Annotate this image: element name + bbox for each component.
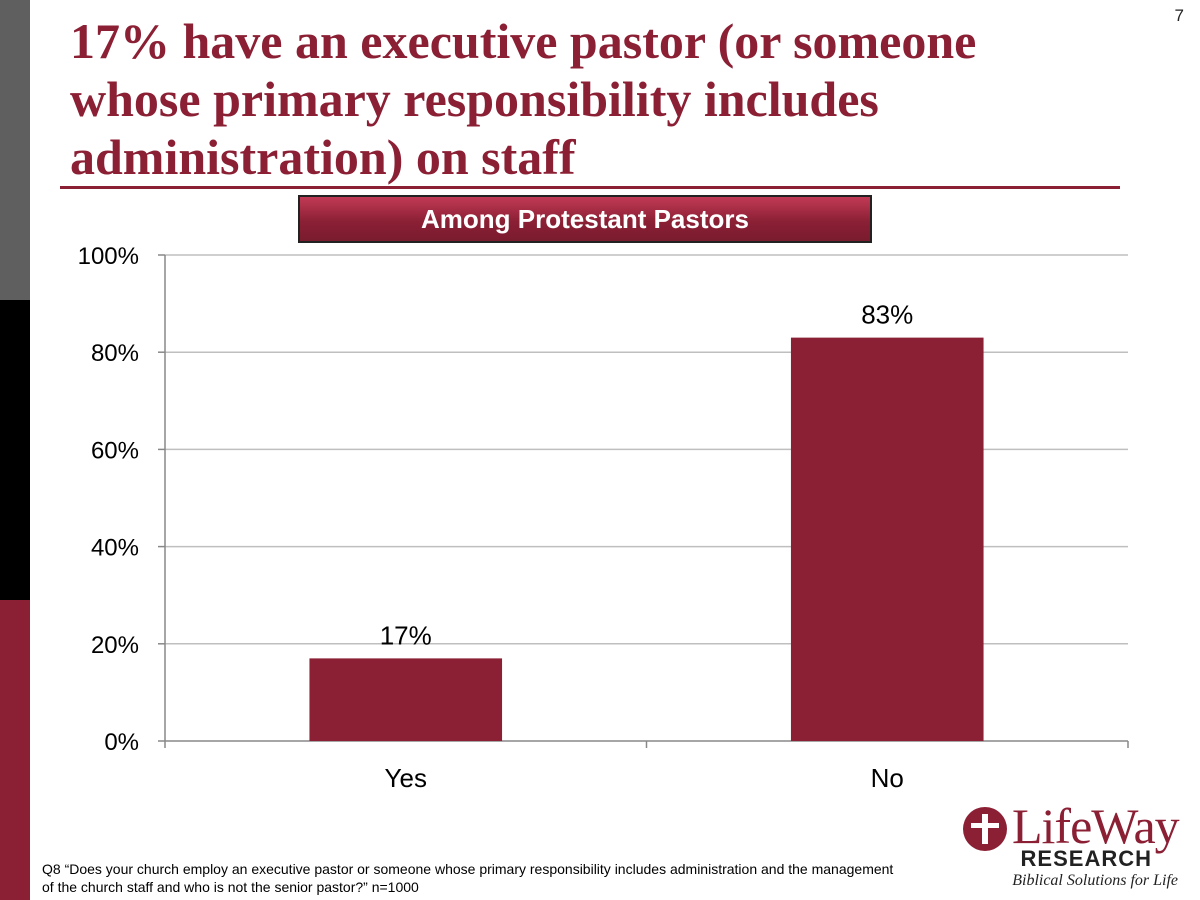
logo-name: LifeWay bbox=[1012, 798, 1180, 854]
chart-subtitle: Among Protestant Pastors bbox=[421, 203, 749, 234]
y-tick-label: 20% bbox=[91, 632, 139, 659]
side-band-grey bbox=[0, 0, 30, 300]
bar-yes bbox=[309, 658, 503, 741]
y-tick-label: 40% bbox=[91, 535, 139, 562]
category-label: Yes bbox=[385, 763, 427, 793]
logo-research: RESEARCH bbox=[1020, 846, 1152, 871]
bars bbox=[309, 337, 984, 741]
y-tick-label: 100% bbox=[78, 243, 139, 270]
side-band-black bbox=[0, 300, 30, 600]
y-tick-label: 80% bbox=[91, 340, 139, 367]
category-label: No bbox=[871, 763, 904, 793]
bar-no bbox=[790, 337, 984, 741]
data-label: 83% bbox=[861, 300, 913, 330]
page-number: 7 bbox=[1174, 6, 1184, 25]
question-footnote: Q8 “Does your church employ an executive… bbox=[42, 861, 894, 895]
logo-tagline: Biblical Solutions for Life bbox=[1012, 872, 1178, 889]
title-underline bbox=[60, 186, 1120, 189]
chart-subtitle-banner: Among Protestant Pastors bbox=[298, 195, 872, 243]
side-band-red bbox=[0, 600, 30, 900]
labels: 0% 20% 40% 60% 80% 100% 17% Yes 83% No bbox=[78, 243, 914, 793]
slide-title: 17% have an executive pastor (or someone… bbox=[70, 13, 977, 185]
y-tick-label: 60% bbox=[91, 437, 139, 464]
lifeway-cross-icon bbox=[963, 807, 1007, 851]
y-tick-label: 0% bbox=[104, 729, 139, 756]
bar-chart: 0% 20% 40% 60% 80% 100% 17% Yes 83% No bbox=[78, 243, 1129, 793]
lifeway-research-logo: LifeWay RESEARCH Biblical Solutions for … bbox=[962, 798, 1188, 894]
data-label: 17% bbox=[380, 620, 432, 650]
